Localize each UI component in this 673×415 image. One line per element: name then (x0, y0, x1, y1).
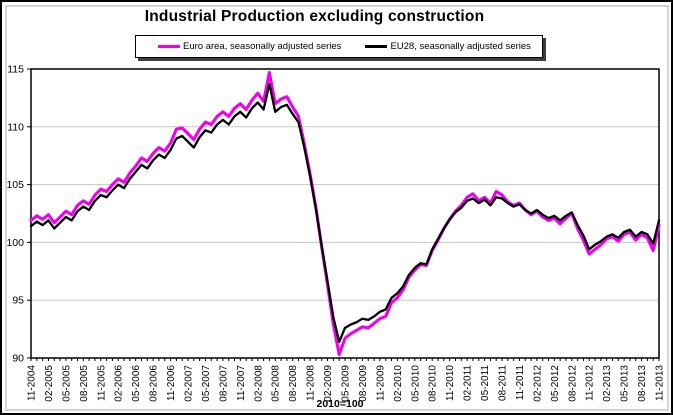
legend-item-eu28: EU28, seasonally adjusted series (365, 41, 531, 52)
x-tick-label: 08-2010 (428, 365, 439, 402)
legend-label-euro-area: Euro area, seasonally adjusted series (183, 41, 342, 52)
legend: Euro area, seasonally adjusted series EU… (135, 35, 543, 58)
x-tick-label: 11-2009 (375, 365, 386, 401)
x-tick-label: 05-2008 (271, 365, 282, 402)
x-tick-label: 11-2005 (96, 365, 107, 401)
x-tick-label: 08-2007 (218, 365, 229, 402)
y-tick-label: 115 (7, 64, 24, 76)
x-tick-label: 11-2007 (236, 365, 247, 401)
x-tick-label: 02-2012 (532, 365, 543, 402)
y-tick-label: 105 (6, 179, 24, 191)
chart-title: Industrial Production excluding construc… (144, 8, 485, 25)
legend-label-eu28: EU28, seasonally adjusted series (390, 41, 531, 52)
euro-area-line-swatch (158, 44, 180, 49)
y-tick-label: 90 (12, 353, 24, 365)
x-tick-label: 02-2011 (463, 365, 474, 401)
x-tick-label: 08-2005 (79, 365, 90, 402)
x-tick-label: 08-2006 (149, 365, 160, 402)
x-tick-label: 11-2011 (515, 365, 526, 401)
y-tick-label: 100 (6, 237, 24, 249)
axis-note: 2010=100 (316, 398, 363, 410)
x-tick-label: 02-2013 (602, 365, 613, 402)
x-tick-label: 05-2011 (480, 365, 491, 401)
x-tick-label: 05-2005 (61, 365, 72, 402)
x-tick-label: 02-2009 (323, 365, 334, 402)
x-tick-label: 11-2013 (655, 365, 666, 401)
euro-area-line (29, 70, 661, 357)
x-tick-label: 02-2005 (44, 365, 55, 402)
x-tick-label: 08-2013 (637, 365, 648, 402)
chart-area-inner-border (5, 5, 669, 411)
plot-border (30, 68, 660, 359)
x-tick-label: 02-2006 (114, 365, 125, 402)
x-tick-label: 08-2011 (498, 365, 509, 401)
x-tick-label: 11-2008 (306, 365, 317, 401)
x-tick-label: 05-2012 (550, 365, 561, 402)
x-tick-label: 11-2004 (27, 365, 38, 401)
x-tick-label: 08-2008 (288, 365, 299, 402)
x-tick-label: 05-2010 (410, 365, 421, 402)
x-tick-label: 11-2012 (585, 365, 596, 401)
y-tick-label: 95 (12, 295, 24, 307)
legend-item-euro-area: Euro area, seasonally adjusted series (158, 41, 341, 52)
eu28-line (29, 82, 661, 343)
x-tick-label: 05-2006 (131, 365, 142, 402)
x-tick-label: 08-2009 (358, 365, 369, 402)
eu28-line-swatch (365, 44, 388, 49)
x-tick-label: 05-2007 (201, 365, 212, 402)
x-tick-label: 11-2006 (166, 365, 177, 401)
x-tick-label: 05-2009 (341, 365, 352, 402)
x-tick-label: 11-2010 (445, 365, 456, 401)
x-tick-label: 05-2013 (620, 365, 631, 402)
x-tick-label: 02-2007 (184, 365, 195, 402)
x-tick-label: 08-2012 (567, 365, 578, 402)
x-tick-label: 02-2010 (393, 365, 404, 402)
x-tick-label: 02-2008 (253, 365, 264, 402)
y-tick-label: 110 (7, 121, 24, 133)
